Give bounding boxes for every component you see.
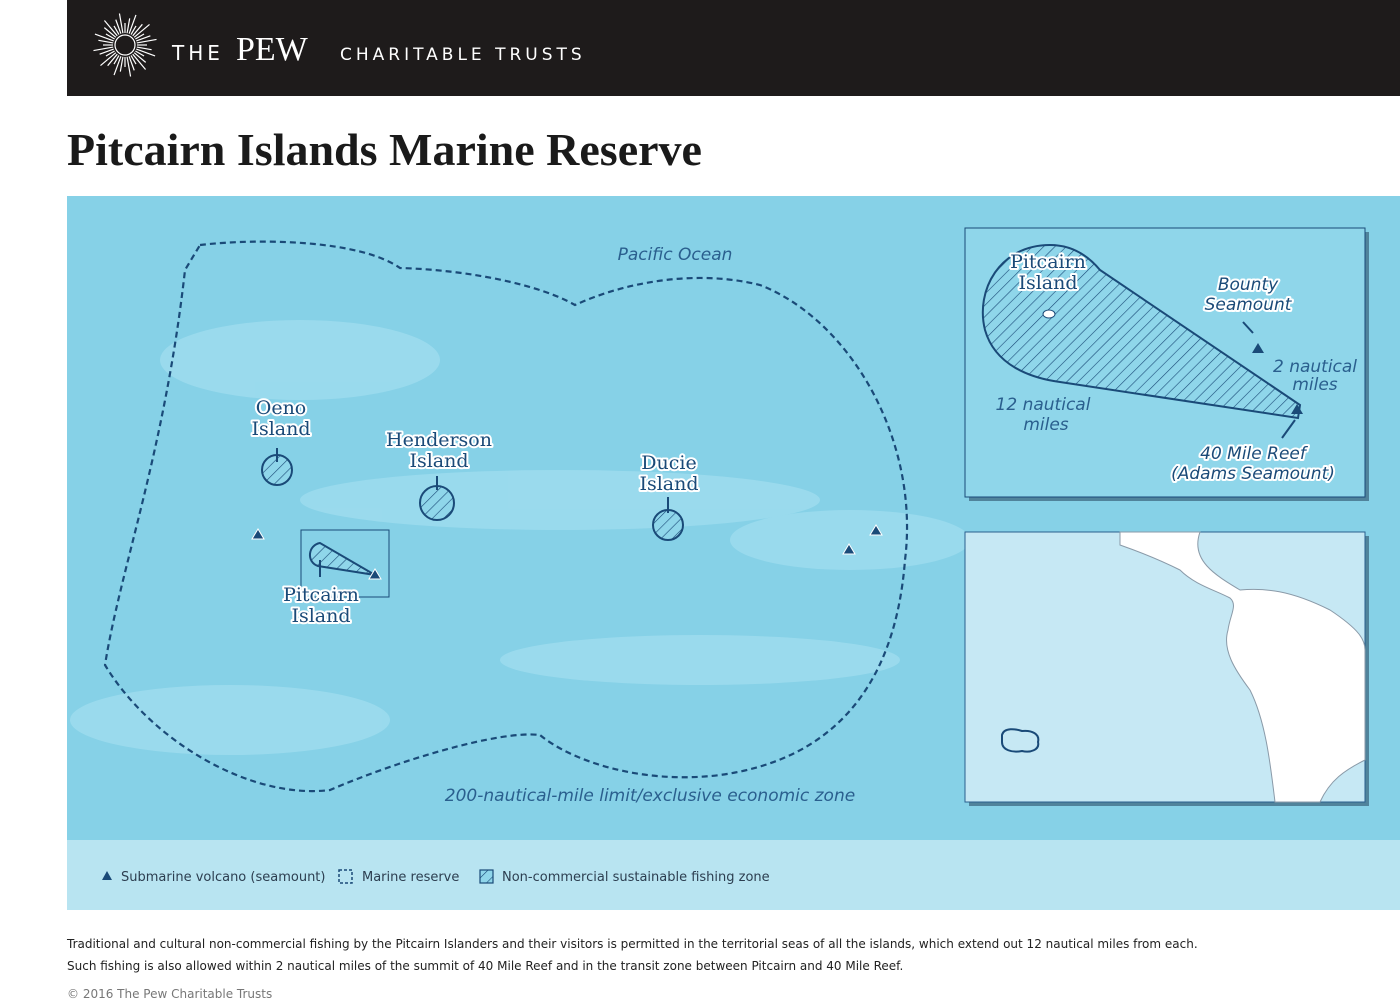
- island-label: Oeno Island: [251, 397, 310, 440]
- logo-ray: [135, 33, 145, 40]
- logo-ray: [130, 55, 137, 65]
- inset-fishing-zone: [981, 243, 1302, 420]
- label-line: Ducie: [641, 452, 696, 474]
- seamount: [869, 524, 883, 536]
- logo-ray: [99, 48, 114, 55]
- logo-ray: [126, 56, 132, 77]
- label-line: Seamount: [1205, 295, 1293, 315]
- island-label: Henderson Island: [386, 429, 492, 472]
- footnote: Such fishing is also allowed within 2 na…: [67, 959, 903, 973]
- logo-ray: [113, 25, 120, 35]
- logo-ray: [94, 33, 114, 42]
- title: Pitcairn Islands Marine Reserve: [67, 124, 702, 175]
- label-line: Island: [1018, 272, 1077, 294]
- brand-pew: PEW: [236, 31, 309, 68]
- label-line: Island: [251, 418, 310, 440]
- seamount: [251, 528, 265, 540]
- seamount: [1252, 343, 1264, 353]
- island-label: Ducie Island: [639, 452, 698, 495]
- logo-ray: [105, 50, 115, 57]
- logo-ray: [126, 18, 131, 34]
- inset-label: 12 nautical miles: [996, 395, 1091, 435]
- label-line: 12 nautical: [996, 395, 1091, 415]
- seamount: [842, 543, 856, 555]
- logo-ray: [115, 19, 122, 34]
- ocean-label: Pacific Ocean: [618, 245, 733, 265]
- island-label: Pitcairn Island: [283, 584, 359, 627]
- seamount: [1291, 404, 1303, 414]
- legend-band: [67, 840, 1400, 910]
- leader: [1281, 419, 1296, 439]
- brand-the: THE: [171, 41, 224, 65]
- inset-label: Pitcairn Island: [1010, 251, 1086, 294]
- logo-ray: [132, 53, 147, 70]
- label-line: Bounty: [1218, 275, 1279, 295]
- logo-ray: [98, 39, 114, 44]
- logo-ray: [133, 23, 150, 38]
- header-bar: [67, 0, 1400, 96]
- seamounts: [251, 524, 883, 580]
- legend-label: Submarine volcano (seamount): [121, 870, 325, 885]
- logo: [93, 13, 157, 77]
- americas-landmass: [1119, 531, 1366, 803]
- logo-ray: [130, 25, 137, 35]
- seafloor-texture: [70, 320, 970, 755]
- label-line: 40 Mile Reef: [1200, 444, 1309, 464]
- brand-rest: CHARITABLE TRUSTS: [340, 45, 586, 65]
- legend-label: Non-commercial sustainable fishing zone: [502, 870, 770, 885]
- label-line: Pitcairn: [283, 584, 359, 606]
- logo-ray: [113, 56, 122, 76]
- leader: [1242, 321, 1254, 334]
- logo-ray: [103, 27, 117, 38]
- logo-ray: [135, 50, 145, 57]
- legend-swatch: [338, 869, 353, 884]
- inset-label: 2 nautical miles: [1273, 357, 1357, 395]
- footnote: Traditional and cultural non-commercial …: [66, 937, 1198, 951]
- label-line: Pitcairn: [1010, 251, 1086, 273]
- logo-ray: [132, 23, 143, 37]
- label-line: Oeno: [256, 397, 307, 419]
- logo-ray: [128, 14, 137, 34]
- seamount: [368, 568, 382, 580]
- eez-boundary: [103, 240, 909, 793]
- logo-ray: [107, 53, 118, 67]
- inset-label: 40 Mile Reef (Adams Seamount): [1171, 444, 1335, 484]
- label-line: Island: [639, 473, 698, 495]
- henderson-zone: [419, 485, 455, 521]
- islands: [261, 448, 684, 598]
- legend-swatch: [102, 871, 112, 880]
- legend-label: Marine reserve: [362, 870, 459, 885]
- logo-ray: [100, 52, 117, 67]
- logo-ray: [113, 55, 120, 65]
- logo-ray: [136, 46, 152, 51]
- logo-ray: [93, 46, 114, 52]
- eez-label: 200-nautical-mile limit/exclusive econom…: [445, 786, 855, 806]
- logo-ray: [136, 35, 151, 42]
- logo-ray: [136, 38, 157, 44]
- logo-ray: [128, 56, 135, 71]
- reserve-outline: [1001, 728, 1040, 753]
- pitcairn-island: [1042, 309, 1056, 319]
- legend-swatch: [479, 869, 494, 884]
- label-line: Island: [409, 450, 468, 472]
- label-line: Henderson: [386, 429, 492, 451]
- copyright: © 2016 The Pew Charitable Trusts: [67, 987, 272, 1001]
- inset-locator: [300, 529, 390, 598]
- label-line: 2 nautical: [1273, 357, 1357, 377]
- pitcairn-zone: [309, 541, 376, 576]
- label-line: Island: [291, 605, 350, 627]
- inset-label: Bounty Seamount: [1205, 275, 1293, 315]
- logo-ray: [103, 20, 118, 37]
- logo-ray: [105, 33, 115, 40]
- ducie-zone: [652, 509, 684, 541]
- logo-ray: [136, 48, 156, 57]
- label-line: miles: [1292, 375, 1337, 395]
- logo-ray: [118, 13, 124, 34]
- label-line: (Adams Seamount): [1171, 464, 1335, 484]
- label-line: miles: [1023, 415, 1068, 435]
- logo-ray: [119, 56, 124, 72]
- logo-ray: [133, 52, 147, 63]
